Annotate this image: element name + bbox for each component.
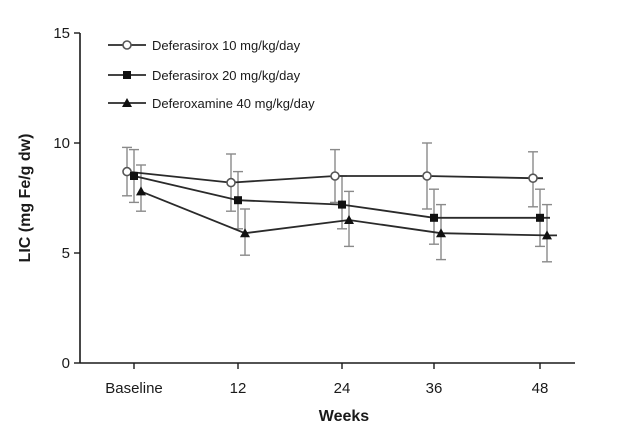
filled-square-marker	[430, 213, 438, 222]
open-circle-marker	[422, 171, 432, 181]
x-tick-label: 24	[334, 380, 351, 397]
x-tick-label: 36	[426, 380, 443, 397]
filled-triangle-marker	[136, 186, 146, 196]
open-circle-marker	[528, 173, 538, 183]
legend-item-deferasirox-20: Deferasirox 20 mg/kg/day	[108, 68, 301, 83]
y-axis-ticks: 0 5 10 15	[53, 25, 80, 372]
y-tick-label: 10	[53, 135, 70, 152]
x-axis-label: Weeks	[319, 408, 370, 425]
legend-label-deferasirox-10: Deferasirox 10 mg/kg/day	[152, 38, 301, 53]
filled-square-marker	[338, 200, 346, 209]
legend-item-deferasirox-10: Deferasirox 10 mg/kg/day	[108, 38, 301, 53]
open-circle-marker	[226, 177, 236, 188]
x-tick-label: 48	[532, 380, 549, 397]
y-tick-label: 0	[62, 355, 70, 372]
legend-filled-square-marker	[123, 71, 131, 79]
filled-triangle-marker	[436, 228, 446, 238]
legend-open-circle-marker	[122, 40, 132, 50]
y-axis-label: LIC (mg Fe/g dw)	[17, 134, 34, 263]
legend-label-deferasirox-20: Deferasirox 20 mg/kg/day	[152, 68, 301, 83]
x-axis-ticks: Baseline 12 24 36 48	[105, 363, 548, 397]
filled-square-marker	[130, 172, 138, 180]
legend-filled-triangle-marker	[122, 98, 132, 107]
filled-triangle-marker	[240, 228, 250, 238]
filled-triangle-marker	[344, 215, 354, 224]
x-tick-label: Baseline	[105, 380, 163, 397]
open-circle-marker	[122, 166, 132, 177]
legend-item-deferoxamine-40: Deferoxamine 40 mg/kg/day	[108, 96, 315, 111]
filled-square-marker	[536, 213, 544, 222]
y-tick-label: 15	[53, 25, 70, 42]
filled-square-marker	[234, 196, 242, 205]
legend: Deferasirox 10 mg/kg/day Deferasirox 20 …	[108, 38, 315, 111]
error-bars	[122, 142, 552, 263]
open-circle-marker	[330, 171, 340, 181]
filled-triangle-marker	[542, 230, 552, 240]
axes	[79, 33, 575, 364]
series-markers	[122, 166, 552, 240]
legend-label-deferoxamine-40: Deferoxamine 40 mg/kg/day	[152, 96, 315, 111]
y-tick-label: 5	[62, 245, 70, 262]
x-tick-label: 12	[230, 380, 247, 397]
